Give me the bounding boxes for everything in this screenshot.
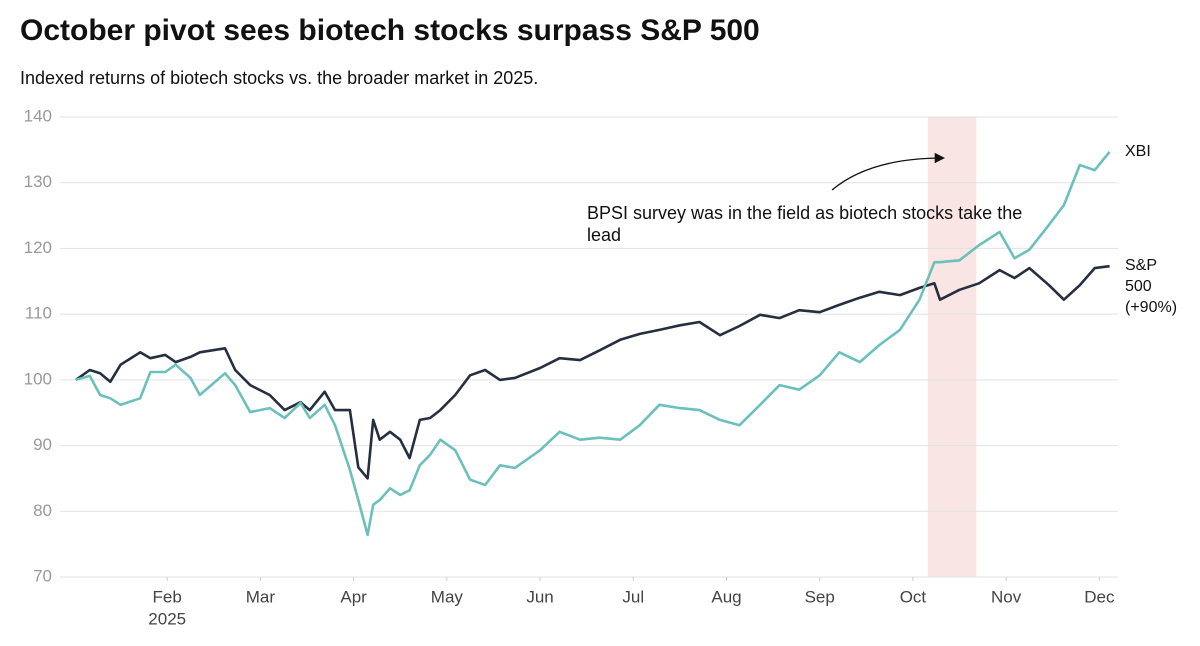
y-tick-label: 110 — [25, 304, 52, 323]
series-label: XBI — [1125, 142, 1151, 160]
y-tick-label: 130 — [24, 172, 52, 191]
x-tick-label: Oct — [900, 587, 927, 606]
annotation: BPSI survey was in the field as biotech … — [587, 203, 1023, 245]
highlight-band — [927, 117, 977, 577]
x-tick-label: Nov — [991, 587, 1022, 606]
chart-title: October pivot sees biotech stocks surpas… — [20, 14, 760, 47]
annotation-arrow — [831, 152, 946, 191]
x-year-label: 2025 — [148, 609, 186, 628]
x-tick-label: May — [431, 587, 464, 606]
x-tick-label: Sep — [805, 587, 835, 606]
x-tick-label: Jul — [622, 587, 644, 606]
x-tick-label: Apr — [340, 587, 367, 606]
y-tick-label: 120 — [24, 238, 52, 257]
y-tick-label: 140 — [24, 106, 52, 125]
background-layer: 70 80 90 100 110 120 130 140 Feb 2025 Mar Apr May Jun… — [24, 106, 1118, 628]
x-tick-label: Jun — [526, 587, 553, 606]
x-tick-label: Dec — [1084, 587, 1115, 606]
series-line — [75, 264, 1110, 480]
y-tick-label: 70 — [33, 566, 52, 585]
y-tick-label: 90 — [33, 435, 52, 454]
x-tick-label: Aug — [711, 587, 741, 606]
x-tick-label: Feb — [153, 587, 182, 606]
series-line — [75, 150, 1111, 537]
chart-subtitle: Indexed returns of biotech stocks vs. th… — [20, 68, 538, 88]
x-tick-label: Mar — [246, 587, 276, 606]
y-tick-label: 80 — [33, 501, 52, 520]
y-tick-label: 100 — [24, 369, 52, 388]
line-layer — [75, 150, 1111, 537]
series-label: S&P 500 (+90%) — [1125, 257, 1178, 317]
